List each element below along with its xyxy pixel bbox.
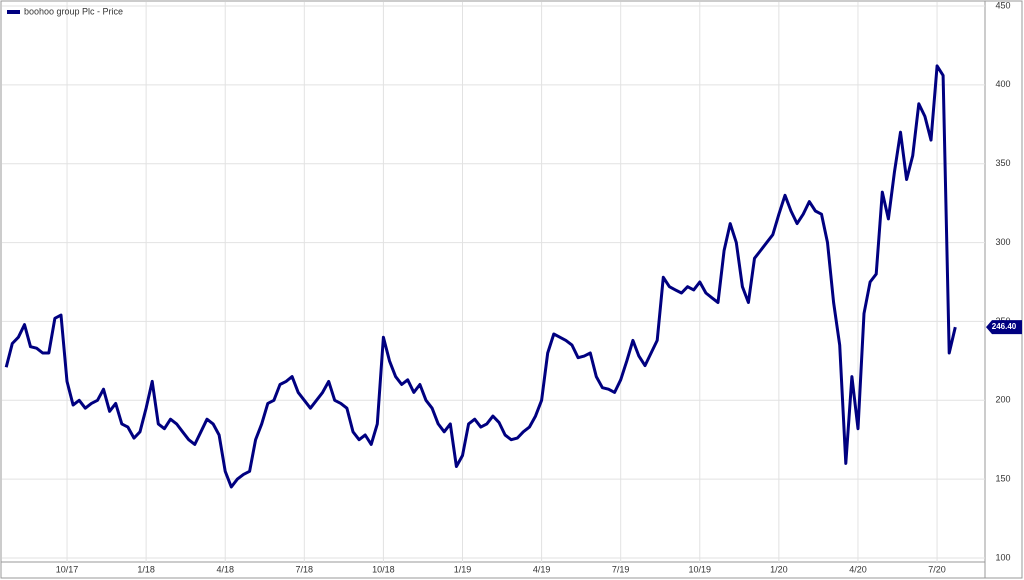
x-tick-label: 7/19: [612, 564, 630, 574]
x-tick-label: 10/19: [689, 564, 712, 574]
x-tick-label: 10/17: [56, 564, 79, 574]
y-tick-label: 150: [995, 474, 1010, 484]
y-tick-label: 450: [995, 0, 1010, 10]
legend-label: boohoo group Plc - Price: [24, 6, 123, 16]
x-tick-label: 4/18: [216, 564, 234, 574]
price-line: [4, 64, 957, 489]
x-tick-label: 4/19: [533, 564, 551, 574]
x-tick-label: 7/20: [928, 564, 946, 574]
y-tick-label: 100: [995, 552, 1010, 562]
x-tick-label: 1/19: [454, 564, 472, 574]
x-tick-label: 10/18: [372, 564, 395, 574]
x-tick-label: 4/20: [849, 564, 867, 574]
last-price-label: 246.40: [992, 322, 1017, 331]
x-tick-label: 7/18: [296, 564, 314, 574]
last-price-tag: [986, 320, 1022, 335]
y-tick-label: 400: [995, 79, 1010, 89]
x-tick-label: 1/18: [137, 564, 155, 574]
y-tick-label: 300: [995, 237, 1010, 247]
x-tick-label: 1/20: [770, 564, 788, 574]
y-tick-label: 200: [995, 395, 1010, 405]
y-tick-label: 350: [995, 158, 1010, 168]
